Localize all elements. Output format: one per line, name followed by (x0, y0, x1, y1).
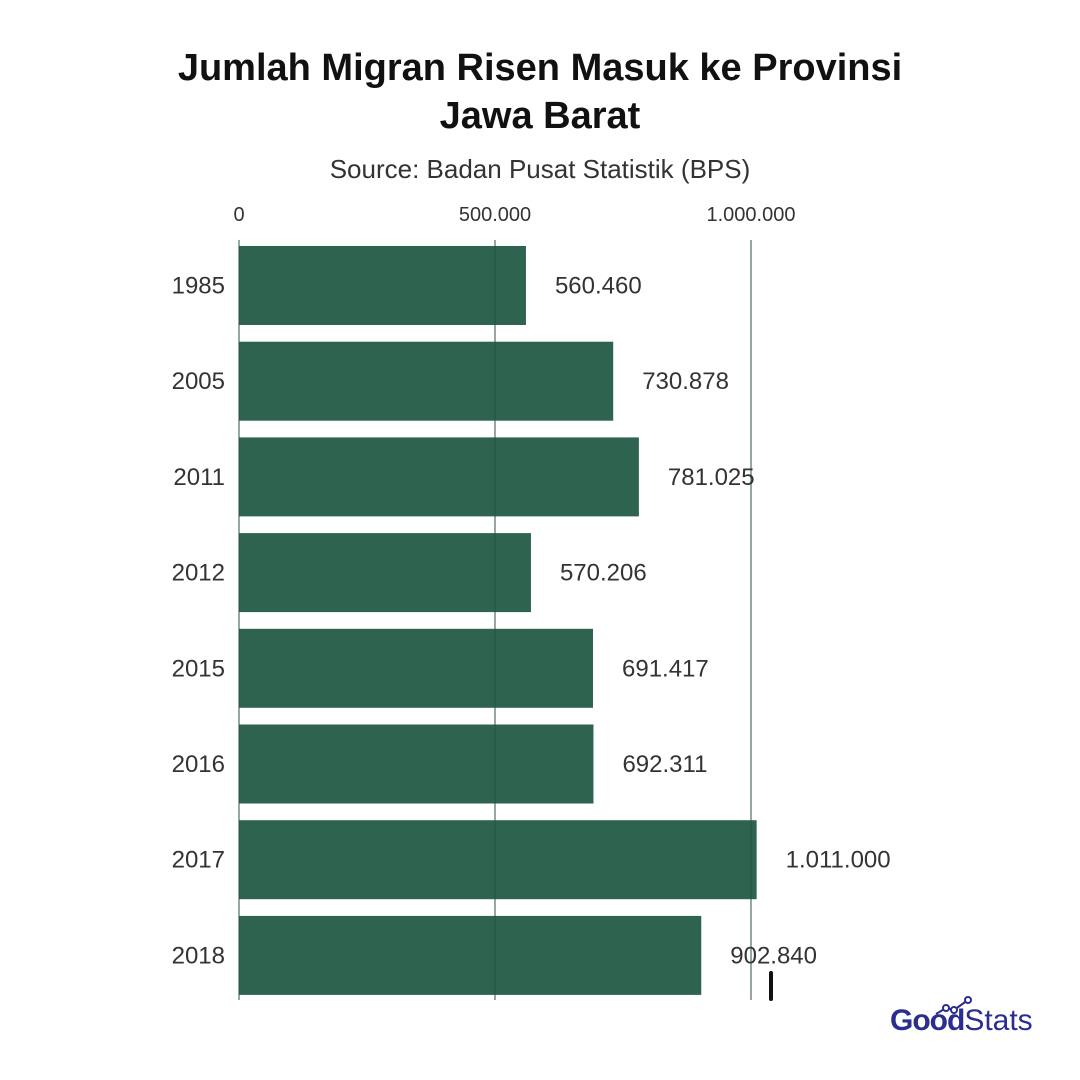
chart-title-line-2: Jawa Barat (439, 95, 641, 137)
category-label: 2018 (172, 942, 225, 969)
chart-title-line-1: Jumlah Migran Risen Masuk ke Provinsi (177, 47, 903, 89)
data-label: 781.025 (668, 464, 755, 491)
logo-trend-icon (935, 996, 972, 1015)
bar-2015 (239, 628, 594, 708)
chart-subtitle: Source: Badan Pusat Statistik (BPS) (329, 154, 751, 184)
data-label: 570.206 (560, 560, 647, 587)
text-cursor-mark (769, 971, 773, 1001)
category-label: 2012 (172, 560, 225, 587)
bar-2018 (239, 915, 702, 995)
chart-title: Jumlah Migran Risen Masuk ke Provinsi Ja… (0, 44, 1080, 140)
x-tick-label: 1.000.000 (707, 204, 796, 226)
bar-2005 (239, 341, 614, 421)
value-labels: 560.460 730.878 781.025 570.206 691.417 692.3… (555, 273, 891, 970)
category-label: 2011 (173, 464, 225, 491)
category-label: 2017 (172, 847, 225, 874)
bar-2012 (239, 533, 531, 613)
category-labels: 1985 2005 2011 2012 2015 2016 2017 2018 (172, 273, 225, 970)
bar-2016 (239, 724, 594, 804)
data-label: 730.878 (642, 368, 729, 395)
logo-text-stats: Stats (964, 1004, 1033, 1037)
bar-2017 (239, 820, 757, 900)
category-label: 2005 (172, 368, 225, 395)
bars (239, 246, 757, 995)
category-label: 2016 (172, 751, 225, 778)
grid-lines-overlay (238, 240, 752, 1000)
data-label: 692.311 (622, 751, 707, 778)
data-label: 902.840 (730, 942, 817, 969)
x-tick-label: 0 (233, 204, 244, 226)
category-label: 2015 (172, 655, 225, 682)
data-label: 691.417 (622, 655, 709, 682)
x-tick-labels: 0 500.000 1.000.000 (233, 204, 795, 226)
goodstats-logo: GoodStats (890, 996, 1033, 1048)
category-label: 1985 (172, 273, 225, 300)
data-label: 1.011.000 (786, 847, 891, 874)
bar-2011 (239, 437, 639, 517)
bar-1985 (239, 246, 526, 325)
data-label: 560.460 (555, 273, 642, 300)
x-tick-label: 500.000 (459, 204, 531, 226)
